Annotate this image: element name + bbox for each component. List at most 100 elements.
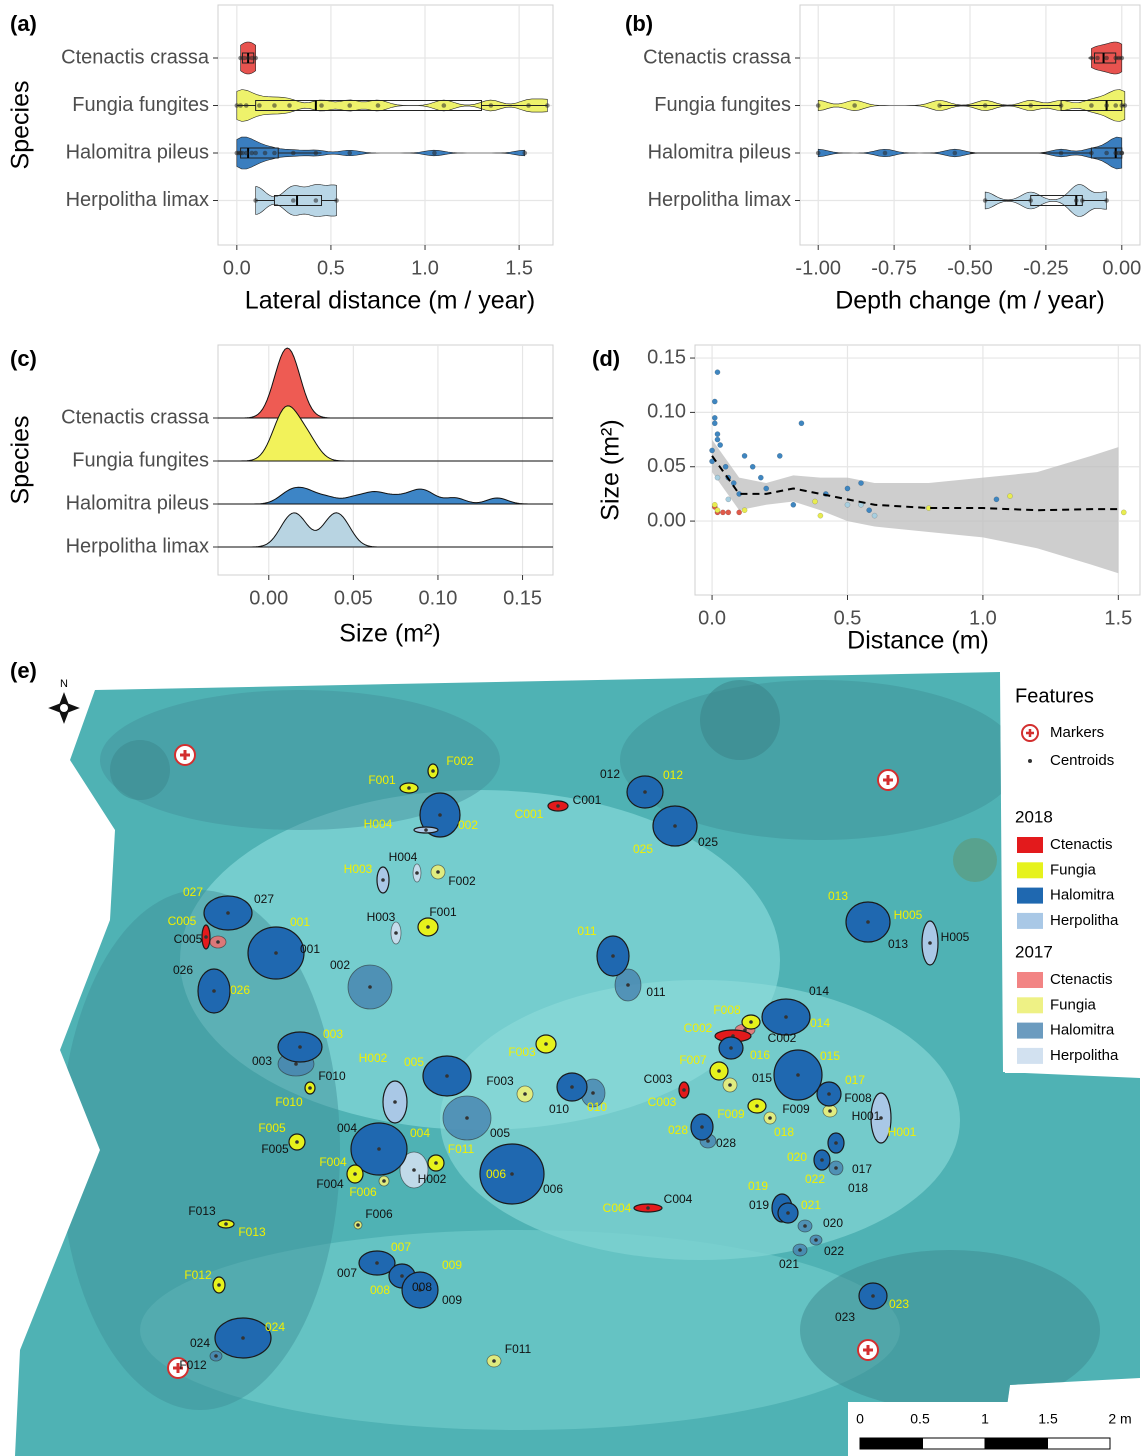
legend-label: Herpolitha bbox=[1050, 1047, 1119, 1064]
point bbox=[262, 150, 268, 156]
legend-swatch bbox=[1017, 972, 1043, 988]
scale-bar-segment bbox=[1047, 1437, 1111, 1450]
point bbox=[1104, 103, 1109, 108]
centroid bbox=[796, 1073, 800, 1077]
y-tick-label: Halomitra pileus bbox=[66, 141, 209, 163]
coral-id-label: 001 bbox=[300, 942, 320, 956]
coral-id-label: 020 bbox=[787, 1150, 807, 1164]
x-axis-title: Size (m²) bbox=[339, 620, 440, 648]
point bbox=[812, 498, 818, 505]
panel: 0.00 0.05 0.10 0.15 (c) Size (m²) Species Ctena… bbox=[7, 344, 554, 648]
point bbox=[714, 431, 721, 437]
point bbox=[1104, 198, 1109, 203]
point bbox=[871, 512, 878, 519]
point bbox=[722, 463, 729, 470]
centroid bbox=[400, 1274, 404, 1278]
centroid bbox=[673, 824, 677, 828]
legend-swatch bbox=[1017, 837, 1043, 853]
coral-id-label: 007 bbox=[337, 1266, 357, 1280]
centroid bbox=[611, 954, 615, 958]
y-tick-label: Fungia fungites bbox=[72, 94, 209, 116]
coral-id-label: F012 bbox=[179, 1358, 207, 1372]
centroid bbox=[434, 1161, 438, 1165]
point bbox=[776, 453, 783, 459]
point bbox=[982, 103, 988, 108]
coral-id-label: F009 bbox=[782, 1102, 810, 1116]
marker-cross bbox=[180, 750, 190, 760]
centroid bbox=[492, 1359, 496, 1363]
point bbox=[815, 150, 821, 156]
point bbox=[749, 463, 756, 470]
coral-id-label: 020 bbox=[823, 1216, 843, 1230]
y-tick-label: Herpolitha limax bbox=[648, 189, 791, 211]
centroid bbox=[646, 1206, 650, 1210]
legend-swatch bbox=[1017, 1022, 1043, 1039]
coral-id-label: C001 bbox=[573, 793, 602, 807]
point bbox=[1007, 493, 1013, 499]
point bbox=[725, 496, 732, 503]
point bbox=[1104, 55, 1109, 61]
centroid bbox=[827, 1092, 831, 1096]
point bbox=[1122, 103, 1128, 108]
centroid bbox=[784, 1015, 788, 1019]
centroid bbox=[356, 1223, 360, 1227]
point bbox=[1089, 103, 1094, 108]
point bbox=[488, 103, 494, 108]
point bbox=[234, 103, 240, 108]
density-ridge bbox=[218, 486, 553, 505]
legend-label: Markers bbox=[1050, 724, 1104, 741]
centroid bbox=[556, 804, 560, 808]
density-ridge bbox=[218, 347, 553, 419]
coral-id-label: 012 bbox=[600, 767, 620, 781]
point bbox=[243, 150, 249, 156]
centroid bbox=[394, 931, 398, 935]
legend-label: Halomitra bbox=[1050, 1022, 1115, 1039]
legend-label: Centroids bbox=[1050, 752, 1114, 769]
legend-label: Halomitra bbox=[1050, 887, 1115, 904]
point bbox=[858, 480, 864, 486]
x-tick-label: 0.00 bbox=[249, 587, 288, 609]
point bbox=[253, 150, 258, 156]
legend-title: Features bbox=[1015, 685, 1094, 707]
y-axis-title: Species bbox=[7, 416, 35, 505]
point bbox=[725, 509, 732, 516]
point bbox=[757, 474, 764, 481]
point bbox=[1058, 103, 1064, 108]
coral-id-label: 021 bbox=[779, 1257, 799, 1271]
centroid bbox=[295, 1140, 299, 1144]
centroid bbox=[591, 1091, 595, 1095]
coral-id-label: C004 bbox=[603, 1201, 632, 1215]
coral-id-label: 012 bbox=[663, 768, 683, 782]
point bbox=[545, 103, 550, 108]
coral-id-label: 004 bbox=[337, 1121, 357, 1135]
coral-id-label: 014 bbox=[810, 1016, 830, 1030]
point bbox=[249, 55, 255, 61]
coral-id-label: 027 bbox=[254, 892, 274, 906]
centroid bbox=[523, 1092, 527, 1096]
coral-id-label: H002 bbox=[359, 1051, 388, 1065]
x-axis-title: Distance (m) bbox=[847, 627, 989, 655]
point bbox=[1119, 55, 1125, 61]
point bbox=[714, 369, 721, 376]
panel: 0.0 0.5 1.0 1.5 (a) Lateral distance (m / yea… bbox=[7, 4, 554, 315]
coral-id-label: F011 bbox=[448, 1142, 475, 1156]
point bbox=[522, 150, 528, 156]
centroid bbox=[465, 1116, 469, 1120]
coral-id-label: 015 bbox=[752, 1071, 772, 1085]
coral-id-label: F002 bbox=[446, 754, 474, 768]
coral-id-label: H005 bbox=[941, 930, 970, 944]
centroid bbox=[436, 870, 440, 874]
coral-id-label: F007 bbox=[679, 1053, 707, 1067]
point bbox=[272, 103, 277, 108]
coral-id-label: H003 bbox=[367, 910, 396, 924]
coral-id-label: 023 bbox=[889, 1297, 909, 1311]
centroid bbox=[510, 1172, 514, 1176]
centroid bbox=[353, 1172, 357, 1176]
y-axis-title: Species bbox=[7, 81, 35, 170]
centroid bbox=[728, 1083, 732, 1087]
point bbox=[714, 436, 721, 443]
panel: -1.00 -0.75 -0.50 -0.25 0.00 (b) Depth change … bbox=[625, 4, 1141, 315]
coral-id-label: F005 bbox=[258, 1121, 286, 1135]
point bbox=[526, 103, 531, 108]
point bbox=[334, 198, 339, 203]
